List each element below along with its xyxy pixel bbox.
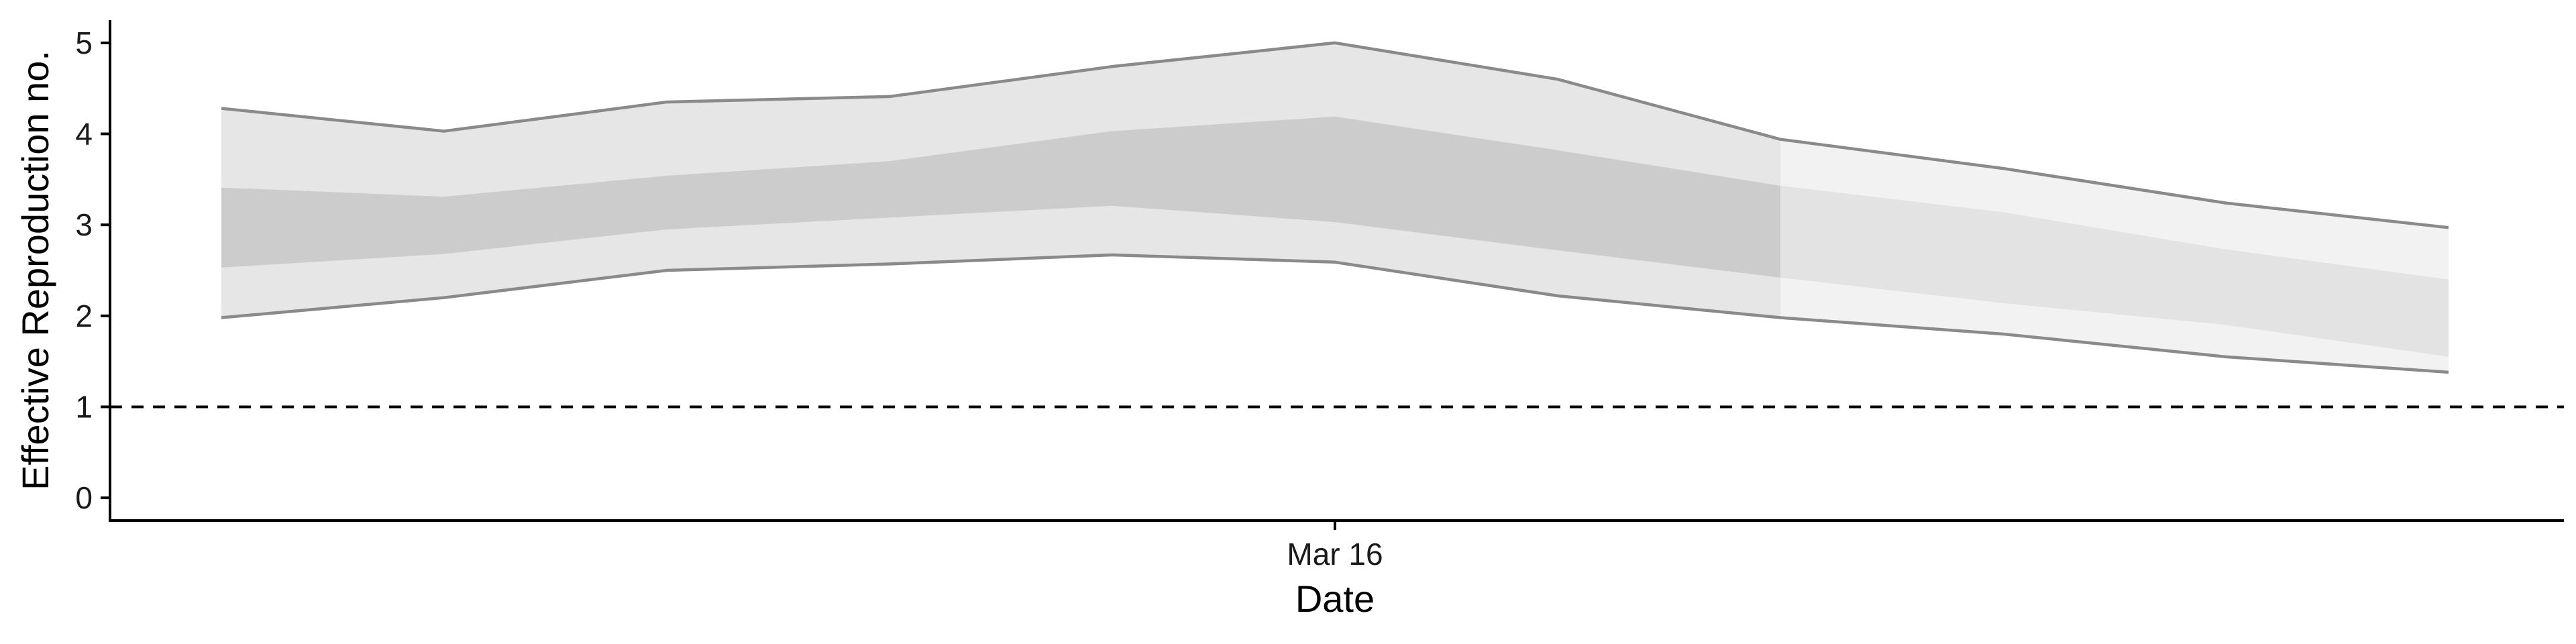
inner-band-segment [890,131,1112,218]
x-axis-ticks: Mar 16 [1287,521,1383,572]
y-tick-label: 5 [75,25,93,60]
interval-bounds [221,41,2449,374]
interval-bands [221,42,2449,372]
inner-band-segment [2226,249,2449,357]
lower-bound-line [221,253,2449,374]
x-axis-title: Date [1295,578,1375,620]
y-tick-label: 0 [75,480,93,515]
inner-band-segment [2003,212,2226,325]
inner-band-segment [1558,150,1780,278]
inner-band-segment [1780,185,2003,303]
y-axis-title: Effective Reproduction no. [14,50,56,490]
x-tick-label: Mar 16 [1287,537,1383,572]
y-axis-ticks: 0 1 2 3 4 5 [75,25,110,515]
y-tick-label: 4 [75,117,93,152]
inner-band-segment [1112,116,1335,223]
inner-band-segment [444,175,667,254]
y-tick-label: 1 [75,389,93,424]
upper-bound-line [221,41,2449,229]
inner-band-segment [667,161,890,229]
y-tick-label: 3 [75,207,93,242]
inner-band-segment [221,187,444,268]
y-tick-label: 2 [75,299,93,333]
inner-band-segment [1335,116,1558,251]
